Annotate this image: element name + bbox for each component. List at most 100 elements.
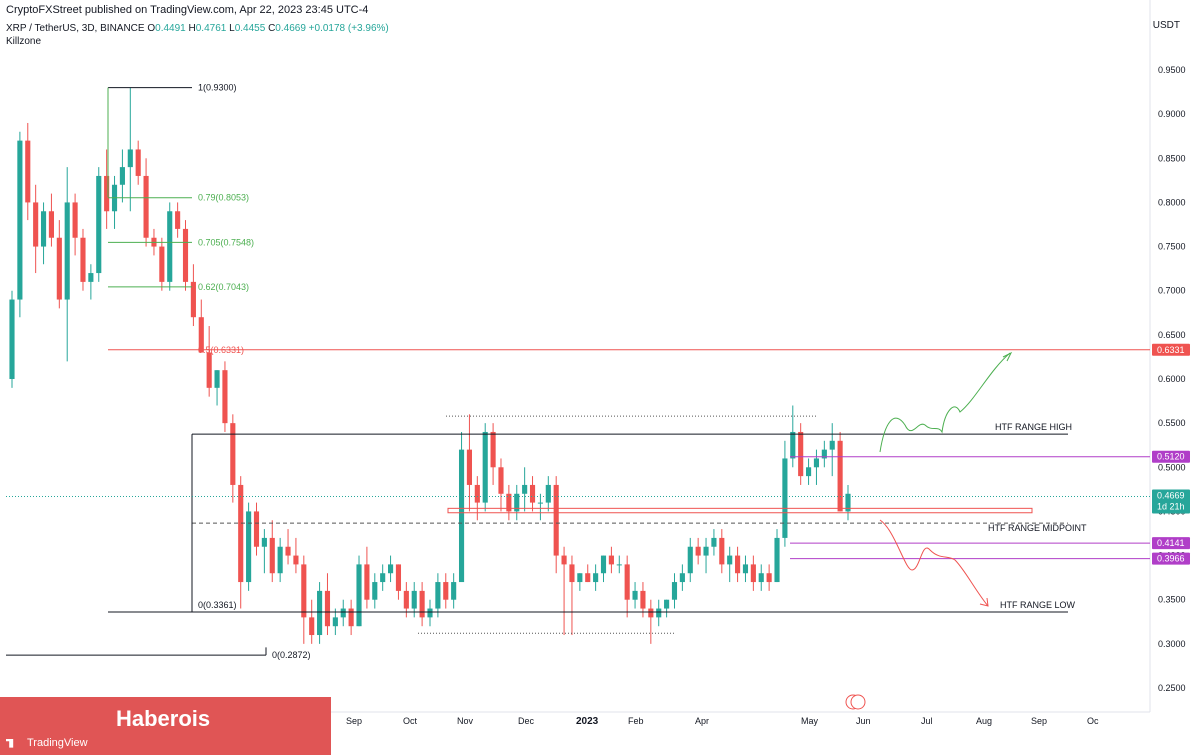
candle-body — [246, 511, 252, 583]
candle-body — [238, 484, 244, 583]
open-value: 0.4491 — [155, 23, 186, 34]
current-price-tag — [1152, 489, 1190, 514]
y-tick-label: 0.8500 — [1158, 153, 1186, 163]
high-label: H — [188, 23, 196, 34]
candle-body — [40, 211, 47, 247]
y-tick-label: 0.7000 — [1158, 286, 1186, 296]
candle-body — [845, 493, 851, 512]
candle-body — [498, 467, 504, 494]
candle-body — [695, 546, 701, 556]
candle-body — [435, 582, 441, 609]
candle-body — [608, 555, 614, 565]
price-tag — [1152, 450, 1190, 463]
y-tick-label: 0.2500 — [1158, 683, 1186, 693]
tradingview-logo-text: TradingView — [27, 737, 88, 749]
fib-level-green-label: 0.62(0.7043) — [198, 282, 249, 292]
symbol-name[interactable]: XRP / TetherUS, 3D, BINANCE — [6, 23, 145, 34]
candle-body — [269, 537, 275, 574]
y-tick-label: 0.7500 — [1158, 242, 1186, 252]
chart-header: CryptoFXStreet published on TradingView.… — [0, 0, 1200, 20]
candle-body — [443, 582, 449, 600]
candle-body — [569, 564, 575, 583]
candle-body — [813, 458, 820, 468]
open-label: O — [147, 23, 156, 34]
high-value: 0.4761 — [195, 23, 227, 34]
price-tag — [1152, 537, 1190, 550]
candle-body — [624, 564, 630, 600]
candle-body — [380, 573, 386, 583]
y-tick-label: 0.9000 — [1158, 109, 1186, 119]
candle-body — [332, 617, 338, 627]
candle-body — [356, 564, 362, 627]
candle-body — [458, 449, 465, 583]
close-value: 0.4669 — [275, 23, 306, 34]
candle-body — [159, 246, 165, 282]
htf-range-high-label: HTF RANGE HIGH — [995, 422, 1072, 432]
candle-body — [127, 149, 133, 168]
price-tag-label: 0.3966 — [1157, 554, 1185, 564]
candle-body — [301, 564, 307, 618]
candle-body — [616, 564, 622, 566]
candle-body — [656, 608, 662, 618]
order-block-box — [447, 507, 1033, 514]
candle-body — [9, 299, 15, 379]
candle-body — [167, 211, 173, 282]
y-tick-label: 0.6500 — [1158, 330, 1186, 340]
fib-level-1-label: 1(0.9300) — [198, 83, 237, 93]
price-tag-label: 0.5120 — [1157, 452, 1185, 462]
indicator-name[interactable]: Killzone — [6, 36, 42, 47]
ohlc-legend: XRP / TetherUS, 3D, BINANCE O0.4491 H0.4… — [6, 23, 389, 34]
candle-body — [537, 502, 543, 504]
candle-body — [600, 555, 607, 574]
candle-body — [522, 484, 528, 494]
y-tick-label: 0.3500 — [1158, 595, 1186, 605]
x-tick-label: Nov — [457, 716, 474, 726]
event-flag-icon — [850, 694, 866, 710]
candle-body — [553, 484, 559, 556]
fib-level-0b-label: 0(0.2872) — [272, 650, 311, 660]
candle-body — [17, 140, 23, 300]
candle-body — [222, 370, 228, 424]
candle-body — [671, 582, 678, 600]
price-unit: USDT — [1152, 20, 1180, 31]
fib-level-0-label: 0(0.3361) — [198, 600, 237, 610]
countdown-label: 1d 21h — [1157, 502, 1185, 512]
candle-body — [285, 546, 291, 556]
x-tick-label: Jul — [921, 716, 933, 726]
htf-range-low-label: HTF RANGE LOW — [1000, 600, 1076, 610]
candle-body — [104, 175, 110, 212]
tradingview-logo-icon — [6, 738, 14, 748]
candle-body — [403, 590, 409, 609]
candle-body — [135, 149, 141, 176]
change-value: +0.0178 (+3.96%) — [308, 23, 389, 34]
candle-body — [577, 573, 583, 583]
candle-body — [750, 564, 756, 583]
candle-body — [214, 370, 220, 388]
fib-level-05-label: 0.5(0.6331) — [198, 345, 244, 355]
low-value: 0.4455 — [234, 23, 266, 34]
candle-body — [837, 440, 843, 512]
x-tick-label: Dec — [518, 716, 535, 726]
candle-body — [56, 237, 62, 300]
candle-body — [182, 228, 189, 282]
tradingview-logo: TradingView — [6, 737, 88, 749]
candle-body — [411, 590, 417, 609]
candle-body — [96, 175, 102, 274]
htf-range-mid-label: HTF RANGE MIDPOINT — [988, 523, 1087, 533]
publisher-text: CryptoFXStreet published on TradingView.… — [6, 4, 369, 16]
x-tick-label: Feb — [628, 716, 644, 726]
close-label: C — [268, 23, 276, 34]
y-tick-label: 0.8000 — [1158, 197, 1186, 207]
candle-body — [545, 484, 551, 503]
x-tick-label: Jun — [856, 716, 871, 726]
y-tick-label: 0.5500 — [1158, 418, 1186, 428]
badge-name: Haberois — [116, 706, 211, 731]
candle-body — [309, 617, 315, 636]
candle-body — [766, 573, 772, 583]
candle-body — [253, 511, 260, 547]
candle-body — [261, 537, 267, 547]
candle-body — [451, 582, 457, 600]
candle-body — [742, 564, 749, 574]
candle-body — [419, 590, 425, 618]
